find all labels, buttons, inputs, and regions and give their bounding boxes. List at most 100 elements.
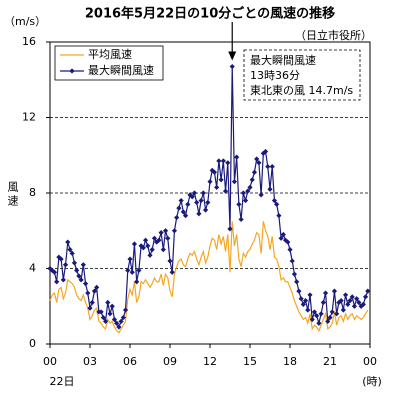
x-tick-label: 21 (323, 355, 337, 368)
point-marker (114, 320, 120, 326)
legend-label: 最大瞬間風速 (88, 63, 154, 77)
point-marker (269, 163, 275, 170)
y-tick-label: 0 (29, 337, 36, 350)
y-unit: （m/s） (4, 15, 46, 28)
point-marker (267, 186, 273, 192)
point-marker (94, 284, 100, 290)
point-marker (51, 269, 58, 275)
point-marker (191, 190, 198, 196)
y-tick-label: 4 (29, 262, 36, 275)
point-marker (356, 299, 362, 306)
point-marker (354, 296, 360, 302)
point-marker (109, 303, 115, 309)
legend-marker (69, 68, 75, 74)
point-marker (60, 277, 66, 283)
point-marker (100, 314, 106, 321)
point-marker (131, 241, 138, 247)
point-marker (89, 299, 95, 306)
point-marker (331, 288, 338, 294)
point-marker (314, 313, 320, 319)
point-marker (189, 194, 195, 200)
point-marker (218, 177, 224, 183)
point-marker (365, 288, 371, 294)
point-marker (120, 314, 126, 321)
point-marker (334, 311, 340, 317)
point-marker (229, 63, 235, 70)
series-line (49, 221, 369, 334)
x-tick-label: 15 (243, 355, 257, 368)
point-marker (165, 235, 171, 241)
point-marker (322, 290, 329, 296)
point-marker (151, 235, 158, 241)
point-marker (300, 301, 306, 307)
y-tick-label: 8 (29, 186, 36, 199)
point-marker (205, 199, 211, 206)
point-marker (271, 197, 278, 204)
point-marker (80, 262, 86, 268)
point-marker (182, 213, 189, 219)
point-marker (82, 281, 89, 287)
point-marker (249, 177, 255, 183)
point-marker (302, 297, 309, 304)
point-marker (91, 288, 98, 294)
point-marker (220, 158, 226, 164)
point-marker (258, 192, 264, 198)
point-marker (320, 299, 326, 306)
point-marker (287, 247, 293, 253)
point-marker (105, 299, 111, 306)
point-marker (149, 247, 155, 253)
point-marker (140, 245, 146, 251)
source: （日立市役所） (295, 28, 372, 42)
point-marker (185, 201, 191, 207)
point-marker (49, 267, 55, 273)
point-marker (134, 279, 140, 285)
point-marker (245, 188, 251, 194)
point-marker (336, 299, 342, 306)
point-marker (214, 184, 220, 190)
point-marker (278, 235, 284, 241)
point-marker (251, 169, 258, 175)
point-marker (74, 267, 80, 273)
x-unit: (時) (362, 375, 382, 388)
point-marker (180, 209, 186, 215)
point-marker (305, 307, 311, 313)
point-marker (282, 237, 289, 243)
point-marker (85, 290, 91, 296)
plot-frame (49, 41, 371, 345)
point-marker (167, 258, 173, 264)
point-marker (280, 231, 286, 238)
point-marker (231, 179, 238, 185)
legend-label: 平均風速 (88, 48, 132, 61)
point-marker (107, 311, 113, 317)
point-marker (160, 247, 166, 253)
point-marker (311, 309, 318, 315)
point-marker (342, 292, 349, 298)
point-marker (327, 314, 333, 321)
point-marker (227, 226, 233, 232)
point-marker (62, 262, 69, 268)
point-marker (76, 273, 82, 279)
point-marker (360, 301, 366, 307)
point-marker (196, 211, 202, 217)
point-marker (225, 160, 231, 166)
point-marker (118, 318, 124, 324)
point-marker (127, 256, 133, 262)
point-marker (236, 201, 242, 207)
point-marker (116, 324, 122, 330)
point-marker (171, 228, 178, 234)
point-marker (87, 305, 93, 311)
point-marker (102, 318, 109, 324)
point-marker (325, 318, 331, 324)
point-marker (329, 309, 335, 315)
point-marker (58, 256, 64, 262)
point-marker (162, 228, 169, 234)
point-marker (349, 294, 355, 300)
point-marker (56, 254, 62, 260)
point-marker (347, 297, 353, 304)
point-marker (111, 316, 118, 323)
point-marker (129, 269, 135, 275)
point-marker (125, 267, 131, 273)
annotation-text: 13時36分 (250, 69, 300, 82)
x-tick-label: 09 (163, 355, 177, 368)
point-marker (307, 292, 313, 298)
